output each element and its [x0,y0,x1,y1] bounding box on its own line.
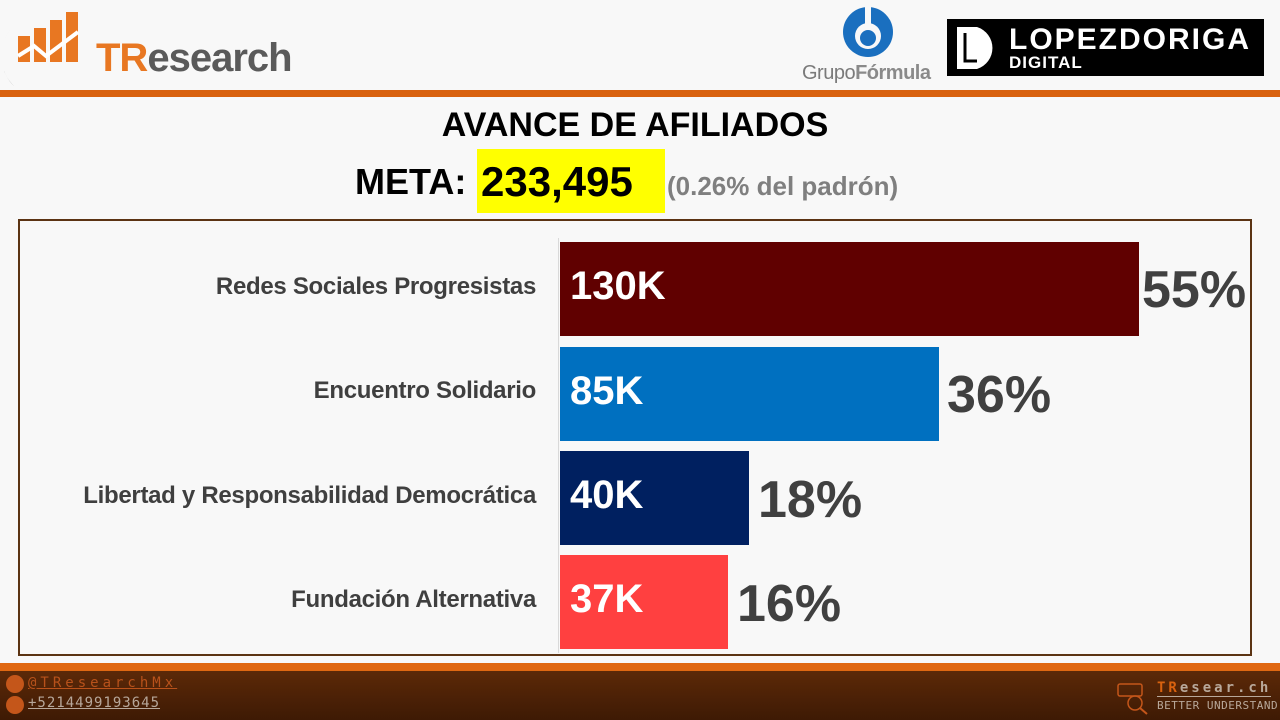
twitter-link[interactable]: @TResearchMx [28,675,178,691]
grupo-formula-emblem-icon [843,4,893,57]
footer: @TResearchMx +5214499193645 TResear.ch B… [0,671,1280,720]
website-link[interactable]: TResear.ch [1157,680,1272,697]
category-axis [558,238,559,653]
bar-libertad-y-responsabilidad-democratica: 40K [560,451,749,545]
percent-label: 18% [758,471,863,529]
bar-value: 130K [570,264,666,308]
page-title: AVANCE DE AFILIADOS [441,106,829,144]
bar-encuentro-solidario: 85K [560,347,939,441]
phone-link[interactable]: +5214499193645 [28,695,161,711]
percent-label: 16% [737,575,842,633]
grupo-formula-wordmark: GrupoFórmula [802,62,931,84]
whatsapp-icon [6,696,24,714]
header: TResearch GrupoFórmula LOPEZDORIGA DIGIT… [0,0,1280,90]
chart-logo-icon [4,12,80,86]
header-divider [0,90,1280,97]
goal-value: 233,495 [477,149,665,213]
twitter-icon [6,675,24,693]
www-search-icon [1117,683,1148,715]
category-label: Encuentro Solidario [313,377,537,404]
bar-fundacion-alternativa: 37K [560,555,728,649]
bar-value: 85K [570,369,644,413]
tagline: BETTER UNDERSTAND [1157,699,1279,712]
grupo-formula-logo: GrupoFórmula [800,4,936,84]
bar-value: 37K [570,577,644,621]
goal-note: (0.26% del padrón) [667,171,899,201]
bar-redes-sociales-progresistas: 130K [560,242,1139,336]
footer-divider [0,663,1280,671]
percent-label: 36% [947,366,1052,424]
goal-label: META: [355,161,467,202]
bar-value: 40K [570,473,644,517]
percent-label: 55% [1142,261,1247,319]
lopezdoriga-logo: LOPEZDORIGA DIGITAL [947,19,1264,76]
category-label: Redes Sociales Progresistas [215,273,536,300]
tresearch-logo: TResearch [4,6,304,86]
category-label: Libertad y Responsabilidad Democrática [83,482,536,509]
lopezdoriga-emblem-icon [957,27,993,69]
category-label: Fundación Alternativa [291,586,536,613]
tresearch-wordmark: TResearch [96,36,293,80]
